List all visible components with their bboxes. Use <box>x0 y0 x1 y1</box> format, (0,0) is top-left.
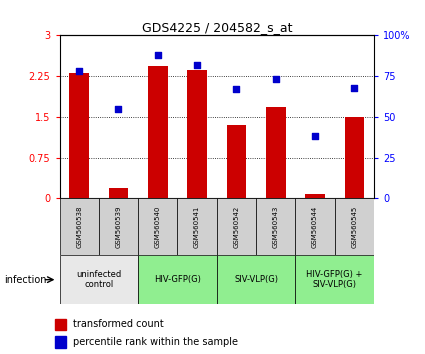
Text: HIV-GFP(G): HIV-GFP(G) <box>154 275 201 284</box>
Point <box>115 106 122 112</box>
Text: uninfected
control: uninfected control <box>76 270 122 289</box>
Bar <box>345 117 364 198</box>
Bar <box>305 194 325 198</box>
Point <box>312 133 318 139</box>
Bar <box>55 336 65 348</box>
Bar <box>69 73 89 198</box>
Point <box>233 86 240 92</box>
Bar <box>266 107 286 198</box>
Text: transformed count: transformed count <box>73 319 164 329</box>
Text: GSM560543: GSM560543 <box>273 205 279 248</box>
FancyBboxPatch shape <box>256 198 295 255</box>
FancyBboxPatch shape <box>178 198 217 255</box>
Bar <box>109 188 128 198</box>
Text: percentile rank within the sample: percentile rank within the sample <box>73 337 238 347</box>
Text: GSM560542: GSM560542 <box>233 205 239 248</box>
Text: GSM560539: GSM560539 <box>116 205 122 248</box>
Text: GSM560540: GSM560540 <box>155 205 161 248</box>
Text: infection: infection <box>4 275 47 285</box>
FancyBboxPatch shape <box>295 255 374 304</box>
Text: HIV-GFP(G) +
SIV-VLP(G): HIV-GFP(G) + SIV-VLP(G) <box>306 270 363 289</box>
Point <box>351 85 358 90</box>
Bar <box>227 125 246 198</box>
Text: GSM560538: GSM560538 <box>76 205 82 248</box>
FancyBboxPatch shape <box>60 198 99 255</box>
Point <box>272 76 279 82</box>
Bar <box>187 70 207 198</box>
FancyBboxPatch shape <box>217 198 256 255</box>
FancyBboxPatch shape <box>217 255 295 304</box>
Text: GSM560545: GSM560545 <box>351 205 357 248</box>
Point <box>154 52 161 58</box>
Point <box>194 62 201 68</box>
Bar <box>55 319 65 330</box>
Bar <box>148 66 167 198</box>
FancyBboxPatch shape <box>99 198 138 255</box>
FancyBboxPatch shape <box>138 198 178 255</box>
FancyBboxPatch shape <box>295 198 335 255</box>
Text: GSM560544: GSM560544 <box>312 205 318 248</box>
Point <box>76 68 82 74</box>
Text: SIV-VLP(G): SIV-VLP(G) <box>234 275 278 284</box>
Text: GSM560541: GSM560541 <box>194 205 200 248</box>
FancyBboxPatch shape <box>335 198 374 255</box>
FancyBboxPatch shape <box>60 255 138 304</box>
FancyBboxPatch shape <box>138 255 217 304</box>
Title: GDS4225 / 204582_s_at: GDS4225 / 204582_s_at <box>142 21 292 34</box>
